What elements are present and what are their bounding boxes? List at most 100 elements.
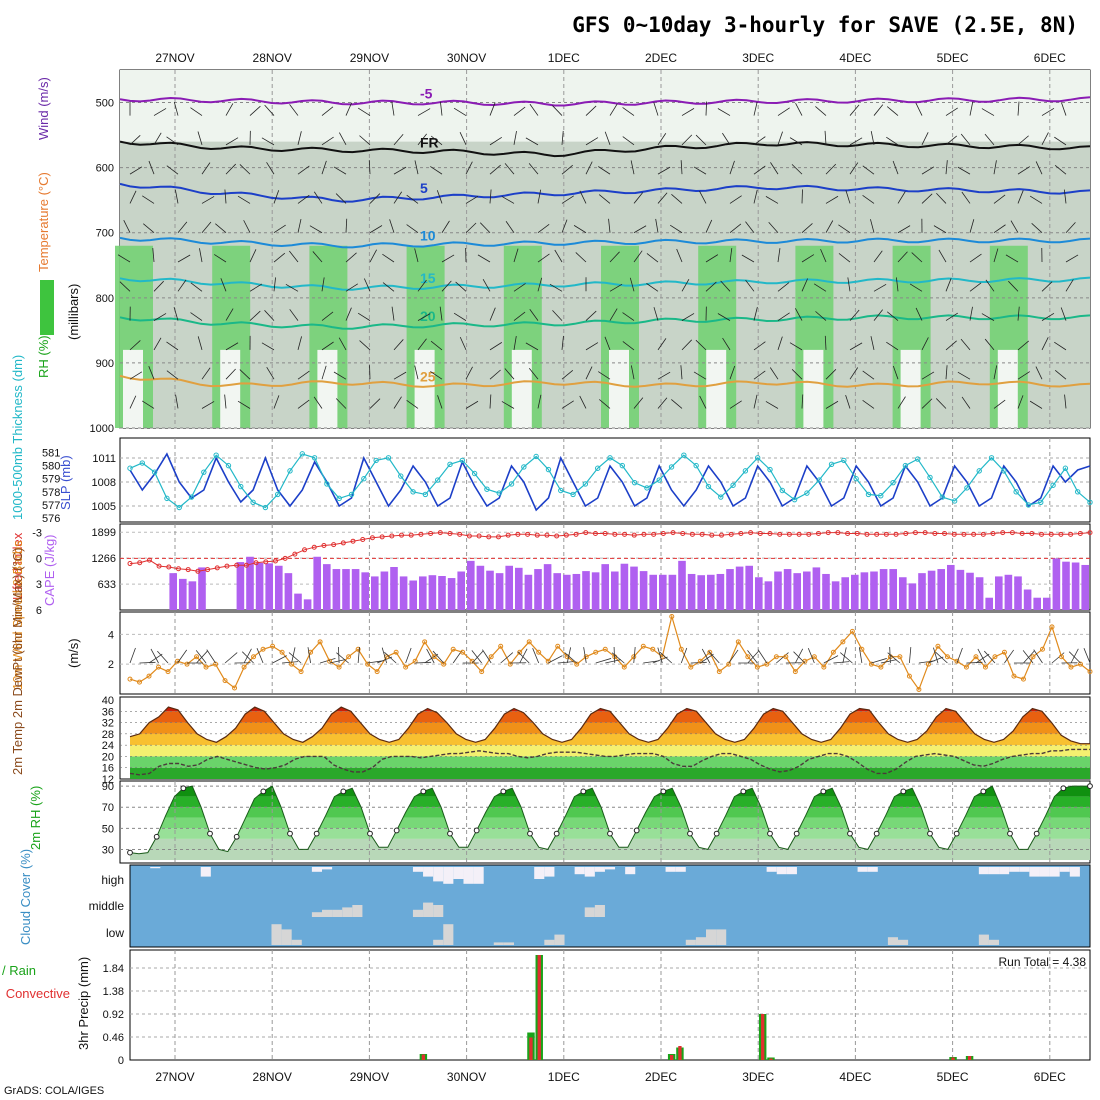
wind-barb bbox=[406, 399, 419, 409]
wind-point bbox=[735, 639, 741, 645]
cape-bar bbox=[495, 573, 504, 610]
rh-dry-column bbox=[609, 349, 629, 428]
wind-barb bbox=[960, 133, 971, 146]
rh2m-label: 2m RH (%) bbox=[28, 786, 43, 850]
rh-dry-column bbox=[511, 349, 532, 428]
wind-barb bbox=[117, 254, 131, 263]
wind-barb bbox=[288, 652, 302, 664]
wind-barb bbox=[873, 250, 883, 263]
thickness-point bbox=[1001, 468, 1007, 474]
wind-barb bbox=[985, 279, 995, 292]
li-tick-label: 3 bbox=[36, 579, 42, 591]
wind-point bbox=[545, 658, 551, 664]
wind-barb bbox=[741, 254, 755, 263]
cloud-bar bbox=[311, 912, 322, 917]
wind-barb bbox=[273, 277, 276, 292]
date-label-bottom: 3DEC bbox=[742, 1070, 774, 1084]
wind-barb bbox=[1054, 165, 1067, 175]
thickness-point bbox=[754, 455, 761, 461]
wind-barb bbox=[657, 166, 671, 175]
cape-bar bbox=[236, 562, 245, 610]
wind-barb bbox=[139, 661, 156, 664]
li-point bbox=[1000, 530, 1006, 536]
wind-barb bbox=[815, 311, 827, 321]
wind-barb bbox=[414, 160, 419, 175]
li-point bbox=[883, 531, 889, 537]
wind-barb bbox=[557, 661, 574, 664]
wind-barb bbox=[436, 190, 443, 204]
li-point bbox=[903, 530, 909, 536]
wind-barb bbox=[1005, 254, 1019, 263]
lifted-index-line bbox=[127, 530, 1093, 574]
wind-barb bbox=[224, 394, 227, 409]
wind-point bbox=[726, 661, 732, 667]
thickness-label: 1000-500mb Thickness (dm) bbox=[10, 355, 25, 520]
wind-barb bbox=[1054, 136, 1067, 146]
wind-barb bbox=[471, 650, 482, 664]
slp-tick-label: 1008 bbox=[92, 477, 116, 489]
cape-bar bbox=[764, 581, 773, 610]
cloud-bar bbox=[412, 909, 424, 917]
cloud-bar bbox=[493, 942, 504, 945]
wind-barb bbox=[892, 365, 899, 380]
li-point bbox=[709, 532, 715, 538]
wind-barb bbox=[886, 136, 899, 146]
wind-barb bbox=[1041, 107, 1055, 116]
rh-point bbox=[953, 830, 960, 837]
thickness-tick-label: 577 bbox=[42, 500, 60, 512]
li-point bbox=[767, 530, 773, 536]
cape-bar bbox=[380, 571, 389, 610]
wind-barb bbox=[525, 342, 539, 351]
li-point bbox=[728, 531, 734, 537]
rh-point bbox=[420, 788, 427, 795]
li-point bbox=[282, 555, 288, 561]
thickness-point bbox=[348, 491, 355, 498]
li-point bbox=[854, 530, 860, 536]
cape-bar bbox=[707, 574, 715, 610]
date-label-top: 27NOV bbox=[155, 51, 194, 65]
wind-barb bbox=[886, 311, 899, 321]
wind-barb bbox=[915, 307, 923, 321]
isotherm-label: 10 bbox=[420, 227, 436, 243]
wind-point bbox=[764, 661, 770, 667]
cape-bar bbox=[524, 574, 533, 610]
wind-barb bbox=[862, 370, 875, 380]
wind-barb bbox=[241, 651, 254, 664]
clear-high-segment bbox=[999, 867, 1010, 875]
cape-bar bbox=[803, 571, 811, 610]
wind-barb bbox=[921, 193, 933, 204]
li-point bbox=[641, 531, 647, 537]
cape-bar bbox=[735, 566, 744, 610]
thickness-point bbox=[213, 452, 219, 458]
wind-barb bbox=[285, 283, 299, 292]
cape-bar bbox=[860, 572, 869, 610]
li-point bbox=[893, 531, 899, 537]
rh-dry-column bbox=[803, 349, 824, 428]
thickness-tick-label: 581 bbox=[42, 448, 60, 460]
cape-bar bbox=[1081, 564, 1089, 610]
li-point bbox=[554, 533, 560, 539]
cloud-row-label: high bbox=[101, 873, 124, 887]
wind-barb bbox=[1022, 650, 1034, 664]
cape-bar bbox=[918, 573, 926, 610]
wind-barb bbox=[206, 649, 216, 664]
wind-barb bbox=[969, 101, 974, 116]
thickness-point bbox=[841, 457, 847, 464]
wind-barb bbox=[849, 162, 859, 175]
wind-barb bbox=[611, 652, 625, 664]
cape-tick-label: 1899 bbox=[92, 527, 116, 539]
wind-barb bbox=[981, 108, 995, 116]
wind-barb bbox=[152, 248, 155, 263]
wind-barb bbox=[166, 370, 179, 380]
thickness-point bbox=[902, 462, 909, 469]
temp-tick-label: 20 bbox=[102, 751, 114, 763]
wind-barb bbox=[264, 310, 275, 321]
wind-barb bbox=[256, 648, 264, 664]
cape-bar bbox=[294, 593, 302, 610]
rh-point bbox=[127, 849, 133, 856]
li-point bbox=[447, 530, 453, 536]
cloud-bar bbox=[887, 937, 898, 945]
wind-barb bbox=[333, 166, 347, 175]
wind-barb bbox=[297, 399, 310, 409]
